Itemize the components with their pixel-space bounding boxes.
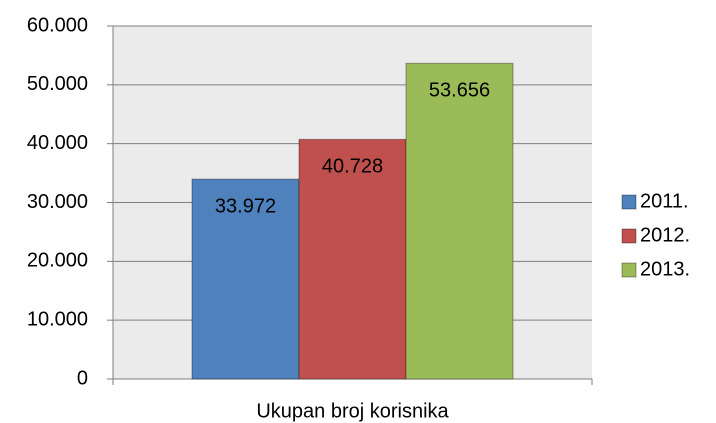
bar bbox=[405, 62, 514, 380]
y-tick-label: 20.000 bbox=[27, 250, 88, 272]
data-label: 40.728 bbox=[322, 156, 383, 178]
legend-label: 2011. bbox=[640, 190, 689, 212]
data-label: 53.656 bbox=[429, 80, 490, 102]
x-tick-label: Ukupan broj korisnika bbox=[256, 400, 449, 422]
legend-swatch bbox=[621, 228, 637, 244]
data-label: 33.972 bbox=[215, 195, 276, 217]
legend-label: 2012. bbox=[640, 224, 690, 246]
y-tick-label: 10.000 bbox=[27, 308, 88, 330]
legend-swatch bbox=[621, 262, 637, 278]
legend-label: 2013. bbox=[640, 258, 690, 280]
y-tick-label: 40.000 bbox=[27, 132, 88, 154]
legend-swatch bbox=[621, 194, 637, 210]
y-tick-label: 60.000 bbox=[27, 14, 88, 36]
y-tick-label: 0 bbox=[77, 367, 88, 389]
y-tick-label: 30.000 bbox=[27, 191, 88, 213]
y-tick-label: 50.000 bbox=[27, 73, 88, 95]
